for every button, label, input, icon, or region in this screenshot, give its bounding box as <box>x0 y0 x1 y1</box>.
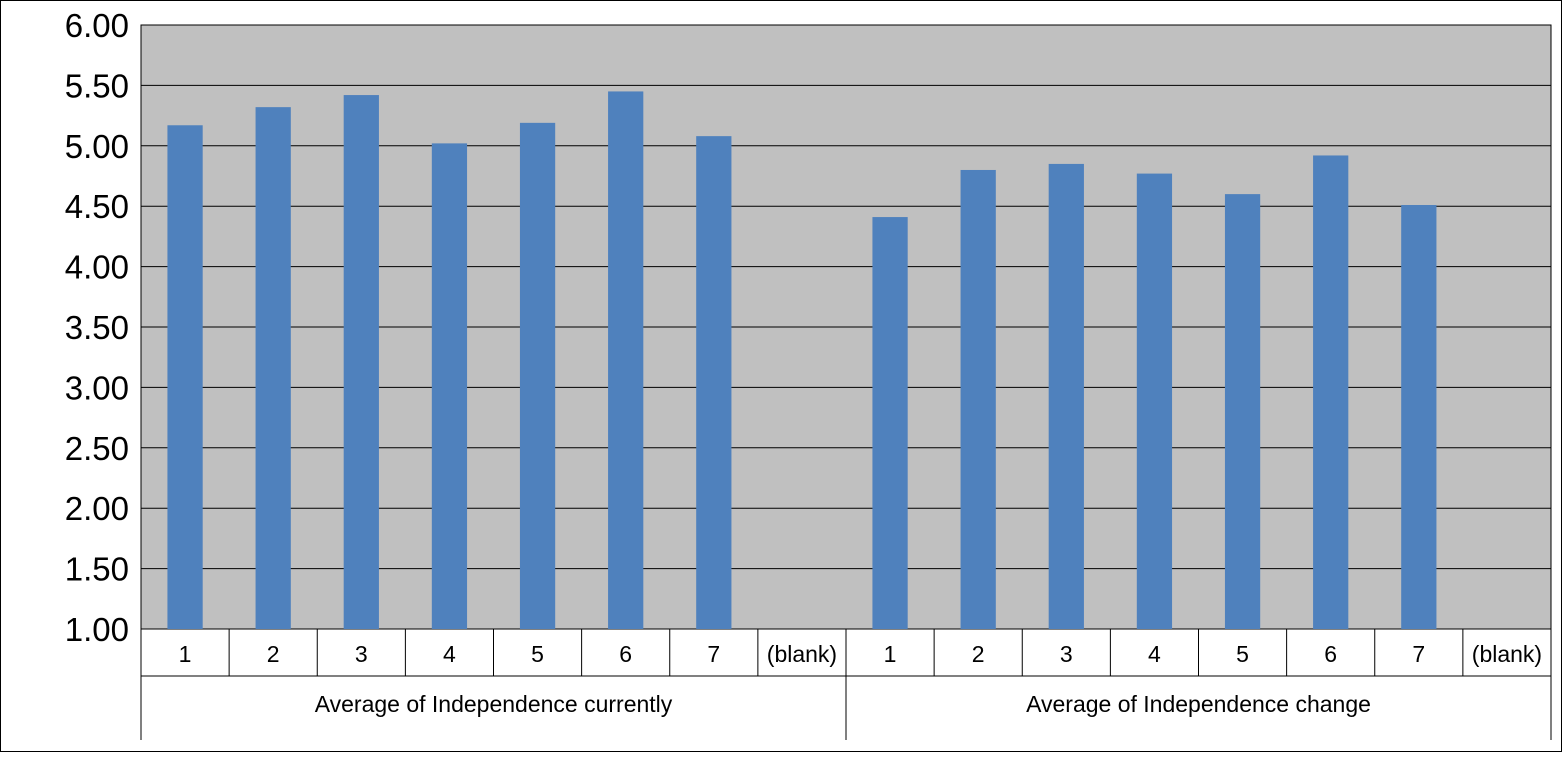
x-tick-label: 3 <box>1060 641 1073 667</box>
x-tick-label: 6 <box>1324 641 1337 667</box>
x-group-label: Average of Independence change <box>1026 691 1371 717</box>
bar <box>1224 194 1261 629</box>
bar <box>872 217 908 629</box>
y-tick-label: 4.00 <box>65 249 129 286</box>
bar <box>608 91 644 629</box>
x-tick-label: 7 <box>707 641 720 667</box>
x-group-label: Average of Independence currently <box>315 691 673 717</box>
y-tick-label: 1.50 <box>65 551 129 588</box>
x-tick-label: 4 <box>1148 641 1161 667</box>
x-tick-label: 4 <box>443 641 456 667</box>
x-tick-label: (blank) <box>1472 641 1542 667</box>
bars <box>167 91 1437 630</box>
y-tick-label: 6.00 <box>65 7 129 44</box>
x-tick-label: 7 <box>1412 641 1425 667</box>
bar <box>1401 204 1437 629</box>
bar <box>343 95 379 629</box>
bar <box>255 107 291 630</box>
x-tick-label: 2 <box>267 641 280 667</box>
x-tick-label: (blank) <box>767 641 837 667</box>
bar <box>431 143 468 629</box>
x-axis: 1 2 3 4 5 6 7 (blank) Average of Independence cu… <box>140 629 1552 740</box>
bar <box>1313 155 1349 630</box>
y-tick-label: 3.00 <box>65 369 129 406</box>
y-tick-label: 5.00 <box>65 128 129 165</box>
y-tick-label: 4.50 <box>65 188 129 225</box>
x-tick-label: 5 <box>1236 641 1249 667</box>
x-tick-label: 5 <box>531 641 544 667</box>
x-tick-label: 3 <box>355 641 368 667</box>
y-tick-label: 5.50 <box>65 67 129 104</box>
bar <box>519 122 556 630</box>
bar <box>1048 163 1084 630</box>
bar <box>1136 173 1173 630</box>
bar <box>696 136 732 630</box>
y-tick-label: 1.00 <box>65 611 129 648</box>
x-tick-label: 1 <box>179 641 192 667</box>
y-axis-tick-labels: 1.00 1.50 2.00 2.50 3.00 3.50 4.00 4.50 5.00 5.50… <box>65 7 129 648</box>
x-tick-label: 6 <box>619 641 632 667</box>
y-tick-label: 2.50 <box>65 430 129 467</box>
y-tick-label: 3.50 <box>65 309 129 346</box>
bar <box>167 125 203 629</box>
bar <box>960 169 996 629</box>
y-tick-label: 2.00 <box>65 490 129 527</box>
x-tick-label: 2 <box>972 641 985 667</box>
x-tick-label: 1 <box>884 641 897 667</box>
